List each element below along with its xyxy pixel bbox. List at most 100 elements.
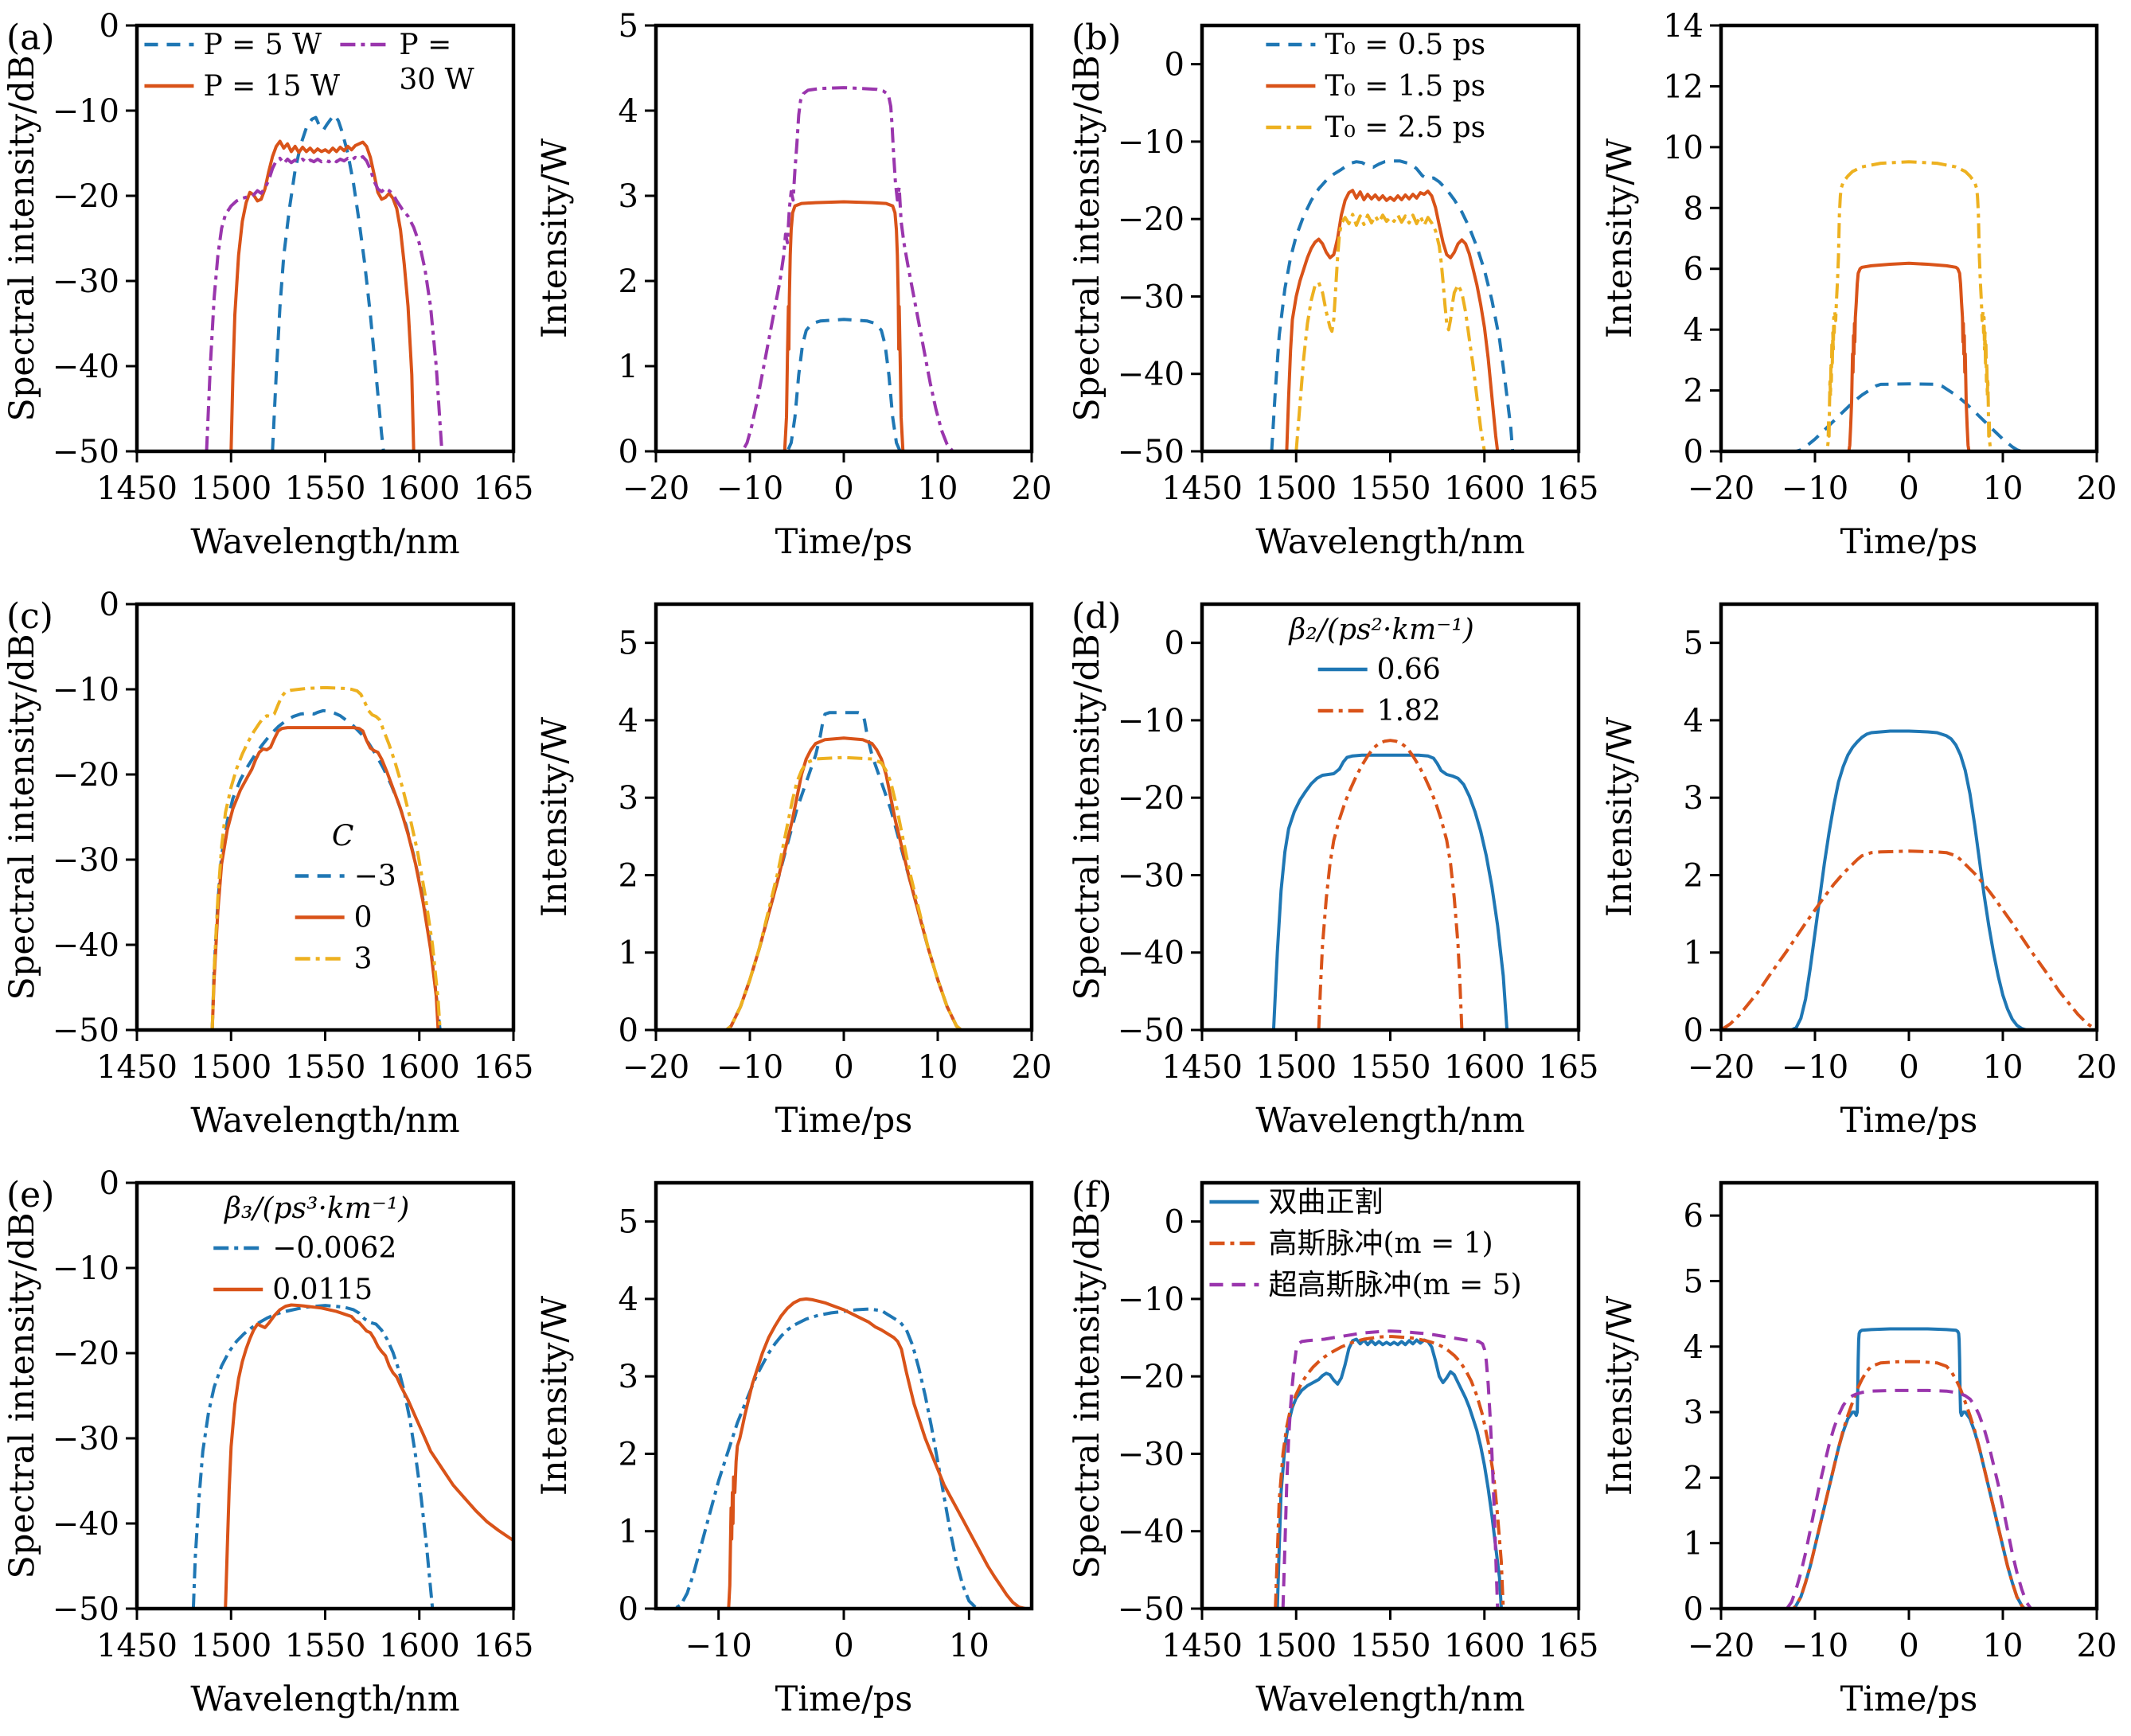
subplot-d-time: −20 −10 0 10 20 0 1 2 3 4 5 Time/ps Intensity/W (1598, 579, 2130, 1157)
ticks-d-right (1710, 642, 2098, 1041)
x-axis-label-f-right: Time/ps (1840, 1679, 1978, 1719)
x-tick-label: −10 (716, 1049, 783, 1086)
x-tick-label: 0 (1899, 470, 1918, 507)
ticks-f-right (1710, 1214, 2098, 1620)
subplot-f-time: −20 −10 0 10 20 0 1 2 3 4 5 6 Time/ps Intensity/W (1598, 1157, 2130, 1736)
subplot-a-time: −20 −10 0 10 20 0 1 2 3 4 5 Time/ps Intensity/W (533, 0, 1065, 579)
legend-b-left: T₀ = 0.5 ps T₀ = 1.5 ps T₀ = 2.5 ps (1266, 29, 1485, 144)
x-tick-label: −20 (623, 1049, 689, 1086)
series-c-left-C = 3 (210, 685, 442, 1030)
panel-f-time-cell: −20 −10 0 10 20 0 1 2 3 4 5 6 Time/ps Intensity/W (1598, 1157, 2130, 1736)
y-tick-label: 5 (619, 1204, 638, 1241)
series-a-left-P = 15 W (229, 139, 416, 451)
x-tick-label: 10 (1983, 1628, 2024, 1664)
y-tick-label: 3 (619, 780, 638, 817)
y-tick-label: 1 (619, 935, 638, 972)
y-tick-label: −10 (1118, 124, 1185, 161)
y-tick-label: −50 (53, 1591, 119, 1628)
x-tick-label: 1600 (379, 1628, 460, 1664)
y-tick-label: 3 (1684, 1395, 1704, 1431)
subplot-c-spectrum: (c)145015001550160016500−10−20−30−40−50W… (0, 579, 533, 1157)
legend-c-left: C−3 0 3 (295, 821, 396, 976)
x-tick-label: 1450 (96, 1628, 178, 1664)
series-f-left-高斯脉冲(m=1) (1274, 1335, 1505, 1609)
y-tick-label: 0 (100, 587, 119, 623)
series-e-left-0.0115 (224, 1303, 513, 1609)
x-tick-label: −10 (1782, 1049, 1848, 1086)
x-tick-label: 1550 (285, 1049, 366, 1086)
y-tick-label: 4 (1684, 703, 1704, 739)
legend-entry-label: 超高斯脉冲(m = 5) (1268, 1269, 1521, 1301)
y-tick-label: 0 (1684, 1591, 1704, 1628)
series-group-f-left (1274, 1329, 1505, 1609)
x-axis-label-b-left: Wavelength/nm (1255, 522, 1524, 562)
ticks-d-left (1191, 642, 1580, 1041)
y-tick-label: −30 (1118, 857, 1185, 894)
x-tick-label: 1550 (1350, 1628, 1431, 1664)
y-tick-label: 10 (1663, 130, 1704, 166)
y-tick-label: −40 (53, 927, 119, 964)
x-axis-label-e-right: Time/ps (775, 1679, 913, 1719)
y-tick-label: −20 (1118, 780, 1185, 817)
y-tick-label: 3 (1684, 780, 1704, 817)
legend-title-e-left: β₃/(ps³·km⁻¹) (223, 1192, 409, 1225)
plot-frame-e-left (135, 1180, 516, 1611)
legend-entry-label: 0 (354, 902, 373, 934)
y-tick-label: 2 (1684, 1460, 1704, 1496)
y-tick-label: 0 (100, 8, 119, 45)
x-tick-label: 20 (1012, 1049, 1052, 1086)
series-c-right-C = 3 (656, 755, 1032, 1030)
series-d-left-1.82 (1317, 739, 1464, 1030)
subplot-b-time: −20 −10 0 10 20 0 2 4 6 8 10 12 14 Time/ps Intensity/W (1598, 0, 2130, 579)
y-tick-label: −50 (1118, 434, 1185, 470)
series-group-a-left (205, 113, 444, 451)
series-group-c-left (210, 685, 442, 1030)
y-tick-label: 14 (1663, 8, 1704, 45)
panel-d-time-cell: −20 −10 0 10 20 0 1 2 3 4 5 Time/ps Intensity/W (1598, 579, 2130, 1157)
x-tick-label: 1600 (1444, 1628, 1525, 1664)
x-tick-label: 0 (833, 1628, 853, 1664)
x-tick-label: 1550 (285, 470, 366, 507)
y-tick-label: −50 (1118, 1012, 1185, 1049)
x-tick-label: 1450 (1161, 1049, 1243, 1086)
x-tick-label: 1600 (379, 470, 460, 507)
x-tick-label: 1600 (1444, 1049, 1525, 1086)
series-group-f-right (1721, 1327, 2097, 1609)
series-a-right-P = 15 W (656, 200, 1032, 451)
y-tick-label: 2 (1684, 373, 1704, 410)
series-d-right-1.82 (1721, 849, 2097, 1030)
legend-entry-label: 0.66 (1377, 653, 1441, 686)
x-tick-label: 0 (1899, 1628, 1918, 1664)
ticks-a-left (126, 24, 515, 462)
x-tick-label: −10 (685, 1628, 751, 1664)
y-axis-label-c-right: Intensity/W (535, 716, 575, 917)
y-axis-label-a-left: Spectral intensity/dB (2, 55, 42, 421)
y-tick-label: 0 (1165, 626, 1185, 662)
y-tick-label: 4 (619, 1282, 638, 1318)
y-tick-label: 5 (1684, 1263, 1704, 1300)
y-tick-label: −50 (53, 1012, 119, 1049)
y-tick-label: 0 (1684, 434, 1704, 470)
y-tick-label: −50 (53, 434, 119, 470)
y-tick-label: −10 (1118, 703, 1185, 739)
y-axis-label-c-left: Spectral intensity/dB (2, 634, 42, 1000)
y-tick-label: −10 (53, 672, 119, 708)
y-tick-label: 5 (619, 626, 638, 662)
y-tick-label: 0 (619, 434, 638, 470)
plot-frame-f-left (1200, 1180, 1581, 1611)
panel-e-time-cell: −10 0 10 0 1 2 3 4 5 Time/ps Intensity/W (533, 1157, 1065, 1736)
y-tick-label: 12 (1663, 68, 1704, 105)
series-a-left-P = 30 W (205, 154, 444, 451)
x-axis-label-a-left: Wavelength/nm (190, 522, 459, 562)
x-axis-label-c-left: Wavelength/nm (190, 1101, 459, 1141)
y-tick-label: 2 (619, 263, 638, 300)
panel-label-e-left: (e) (6, 1175, 54, 1215)
legend-entry-label: T₀ = 0.5 ps (1325, 29, 1485, 61)
panel-c-time-cell: −20 −10 0 10 20 0 1 2 3 4 5 Time/ps Intensity/W (533, 579, 1065, 1157)
x-axis-label-e-left: Wavelength/nm (190, 1679, 459, 1719)
subplot-e-time: −10 0 10 0 1 2 3 4 5 Time/ps Intensity/W (533, 1157, 1065, 1736)
